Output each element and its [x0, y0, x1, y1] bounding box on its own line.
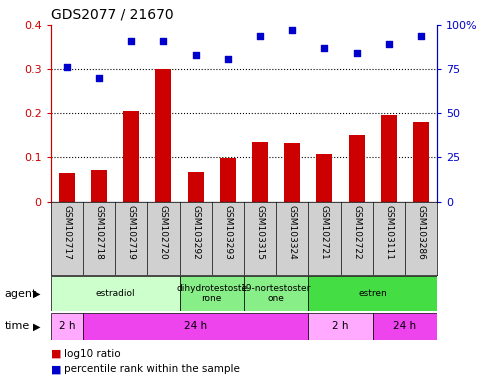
- Bar: [308, 313, 373, 340]
- Bar: [51, 276, 180, 311]
- Point: [353, 50, 360, 56]
- Text: GSM103293: GSM103293: [223, 205, 232, 260]
- Point: [224, 55, 232, 61]
- Text: GSM102719: GSM102719: [127, 205, 136, 260]
- Bar: [156, 69, 171, 202]
- Bar: [51, 313, 83, 340]
- Text: 24 h: 24 h: [393, 321, 416, 331]
- Point: [63, 64, 71, 70]
- Text: 19-nortestoster
one: 19-nortestoster one: [241, 284, 312, 303]
- Bar: [373, 313, 437, 340]
- Bar: [187, 172, 204, 202]
- Text: 2 h: 2 h: [58, 321, 75, 331]
- Text: GSM102721: GSM102721: [320, 205, 329, 260]
- Point: [159, 38, 167, 44]
- Text: GSM102717: GSM102717: [62, 205, 71, 260]
- Text: dihydrotestoste
rone: dihydrotestoste rone: [176, 284, 247, 303]
- Bar: [123, 111, 139, 202]
- Point: [192, 52, 199, 58]
- Bar: [308, 276, 437, 311]
- Text: GSM103286: GSM103286: [416, 205, 426, 260]
- Point: [95, 75, 103, 81]
- Text: 24 h: 24 h: [184, 321, 207, 331]
- Bar: [220, 158, 236, 202]
- Text: GSM102720: GSM102720: [159, 205, 168, 260]
- Text: GSM103324: GSM103324: [288, 205, 297, 260]
- Point: [288, 27, 296, 33]
- Bar: [180, 276, 244, 311]
- Text: ▶: ▶: [33, 289, 41, 299]
- Bar: [316, 154, 332, 202]
- Text: 2 h: 2 h: [332, 321, 349, 331]
- Text: estren: estren: [358, 289, 387, 298]
- Text: GSM102722: GSM102722: [352, 205, 361, 260]
- Text: GSM102718: GSM102718: [95, 205, 103, 260]
- Text: GSM103111: GSM103111: [384, 205, 393, 260]
- Point: [321, 45, 328, 51]
- Text: GSM103292: GSM103292: [191, 205, 200, 260]
- Point: [385, 41, 393, 48]
- Point: [128, 38, 135, 44]
- Bar: [91, 170, 107, 202]
- Point: [256, 33, 264, 39]
- Text: time: time: [5, 321, 30, 331]
- Point: [417, 33, 425, 39]
- Bar: [381, 114, 397, 202]
- Text: ■: ■: [51, 364, 61, 374]
- Bar: [413, 122, 429, 202]
- Text: percentile rank within the sample: percentile rank within the sample: [64, 364, 240, 374]
- Text: log10 ratio: log10 ratio: [64, 349, 121, 359]
- Bar: [252, 142, 268, 202]
- Bar: [59, 173, 75, 202]
- Text: ▶: ▶: [33, 321, 41, 331]
- Text: GSM103315: GSM103315: [256, 205, 265, 260]
- Text: estradiol: estradiol: [95, 289, 135, 298]
- Bar: [284, 143, 300, 202]
- Bar: [244, 276, 308, 311]
- Bar: [349, 136, 365, 202]
- Text: GDS2077 / 21670: GDS2077 / 21670: [51, 7, 173, 21]
- Text: agent: agent: [5, 289, 37, 299]
- Bar: [83, 313, 308, 340]
- Text: ■: ■: [51, 349, 61, 359]
